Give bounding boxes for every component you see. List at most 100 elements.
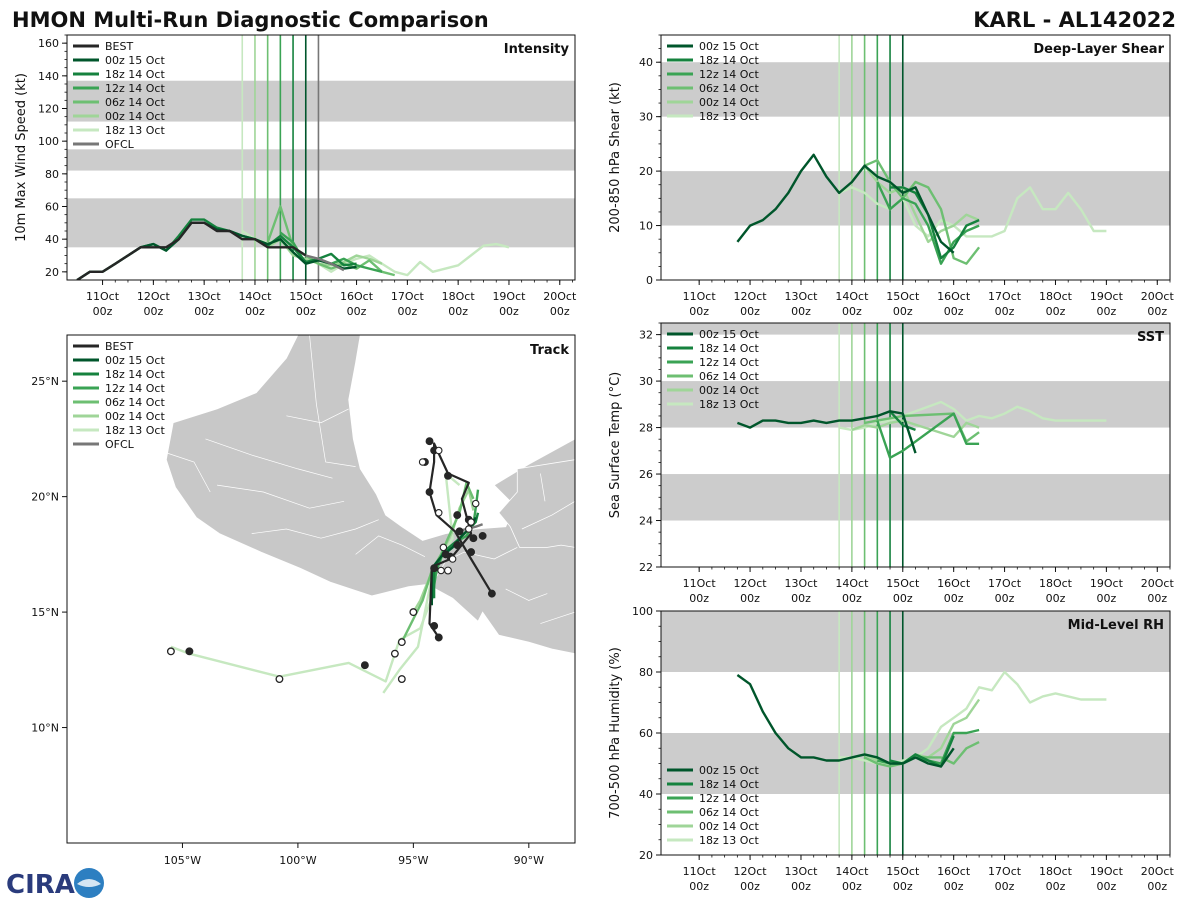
y-tick-label: 22 — [639, 561, 653, 574]
x-tick-label: 00z — [499, 305, 519, 318]
shear-panel: 0 10 20 30 40 11Oct 00z 12Oct 00z 13Oct 00z 14Oct 00… — [608, 34, 1175, 318]
x-tick-label: 15Oct — [886, 577, 920, 590]
x-tick-label: 13Oct — [784, 290, 818, 303]
legend-label-06z-14-oct: 06z 14 Oct — [105, 96, 165, 109]
x-tick-label: 16Oct — [937, 290, 971, 303]
y-tick-label: 140 — [38, 70, 59, 83]
track-point-best — [487, 589, 496, 598]
state-border — [540, 473, 546, 502]
y-tick-label: 60 — [45, 201, 59, 214]
y-tick-label: 40 — [639, 56, 653, 69]
track-point-best — [430, 564, 439, 573]
y-tick-label: 0 — [646, 274, 653, 287]
track-open-point-best — [439, 543, 448, 552]
y-tick-label: 20 — [639, 165, 653, 178]
x-tick-label: 12Oct — [734, 865, 768, 878]
x-tick-label: 14Oct — [835, 865, 869, 878]
x-tick-label: 15Oct — [886, 290, 920, 303]
x-tick-label: 18Oct — [442, 290, 476, 303]
series-18z-14-oct — [889, 410, 916, 432]
x-tick-label: 11Oct — [86, 290, 120, 303]
y-tick-label: 20 — [45, 266, 59, 279]
x-tick-label: 18Oct — [1039, 577, 1073, 590]
legend-label-00z-14-oct: 00z 14 Oct — [699, 96, 759, 109]
x-tick-label: 00z — [1096, 880, 1116, 893]
state-border — [182, 335, 218, 410]
track-point-best — [469, 534, 478, 543]
lat-tick-label: 25°N — [31, 375, 59, 388]
series-06z-14-oct — [864, 158, 981, 265]
x-tick-label: 00z — [1147, 305, 1167, 318]
panel-title: Deep-Layer Shear — [1033, 42, 1164, 57]
series-00z-14-oct — [850, 164, 980, 244]
track-open-point-best — [391, 649, 399, 658]
legend-label-12z-14-oct: 12z 14 Oct — [699, 356, 759, 369]
series-00z-14-oct — [851, 419, 980, 439]
x-tick-label: 00z — [689, 880, 709, 893]
y-tick-label: 40 — [45, 233, 59, 246]
y-axis-label: 200-850 hPa Shear (kt) — [608, 82, 623, 233]
track-point-best — [467, 548, 476, 557]
legend-label-18z-14-oct: 18z 14 Oct — [105, 68, 165, 81]
sst-series-group — [736, 400, 1107, 459]
x-tick-label: 00z — [893, 880, 913, 893]
legend-label-06z-14-oct: 06z 14 Oct — [699, 806, 759, 819]
x-tick-label: 00z — [740, 592, 760, 605]
legend-label-18z-14-oct: 18z 14 Oct — [699, 54, 759, 67]
track-point-best — [453, 511, 462, 520]
series-12z-14-oct — [876, 412, 980, 459]
track-open-point-best — [437, 566, 445, 575]
y-tick-label: 32 — [639, 329, 653, 342]
x-tick-label: 00z — [448, 305, 468, 318]
x-tick-label: 00z — [791, 592, 811, 605]
x-tick-label: 00z — [995, 880, 1015, 893]
x-tick-label: 19Oct — [1090, 865, 1124, 878]
legend-label-00z-15-oct: 00z 15 Oct — [105, 354, 165, 367]
x-tick-label: 00z — [791, 880, 811, 893]
x-tick-label: 00z — [842, 592, 862, 605]
series-00z-15-oct — [736, 674, 955, 768]
y-tick-label: 120 — [38, 103, 59, 116]
legend-label-18z-13-oct: 18z 13 Oct — [699, 398, 759, 411]
state-border — [540, 611, 575, 624]
x-tick-label: 19Oct — [1090, 290, 1124, 303]
legend-label-06z-14-oct: 06z 14 Oct — [699, 370, 759, 383]
series-18z-13-oct — [241, 229, 510, 277]
x-tick-label: 00z — [995, 592, 1015, 605]
x-tick-label: 17Oct — [988, 865, 1022, 878]
legend-label-00z-14-oct: 00z 14 Oct — [699, 820, 759, 833]
legend-label-06z-14-oct: 06z 14 Oct — [699, 82, 759, 95]
y-tick-label: 30 — [639, 111, 653, 124]
x-tick-label: 16Oct — [937, 577, 971, 590]
state-border — [217, 484, 345, 509]
series-18z-13-oct — [838, 186, 1107, 238]
x-tick-label: 20Oct — [1141, 577, 1175, 590]
y-tick-label: 80 — [45, 168, 59, 181]
x-tick-label: 11Oct — [683, 577, 717, 590]
rh-panel: 20 40 60 80 100 11Oct 00z 12Oct 00z 13Oct 00z 14Oct… — [608, 605, 1174, 893]
legend-label-00z-15-oct: 00z 15 Oct — [699, 764, 759, 777]
lon-tick-label: 90°W — [514, 854, 544, 867]
x-tick-label: 00z — [842, 880, 862, 893]
legend-label-00z-14-oct: 00z 14 Oct — [699, 384, 759, 397]
x-tick-label: 13Oct — [188, 290, 222, 303]
state-border — [286, 408, 349, 424]
x-tick-label: 00z — [1046, 880, 1066, 893]
state-border — [205, 438, 333, 479]
band-2 — [67, 80, 575, 122]
x-tick-label: 17Oct — [988, 290, 1022, 303]
x-tick-label: 00z — [1147, 592, 1167, 605]
x-tick-label: 00z — [1096, 305, 1116, 318]
state-border — [355, 535, 426, 558]
x-tick-label: 20Oct — [543, 290, 577, 303]
track-open-point-best — [435, 509, 443, 517]
track-point-best — [478, 531, 487, 540]
x-tick-label: 00z — [397, 305, 417, 318]
x-tick-label: 20Oct — [1141, 290, 1175, 303]
panel-title: Track — [530, 343, 569, 358]
x-tick-label: 00z — [944, 592, 964, 605]
band-1 — [661, 62, 1170, 117]
y-tick-label: 26 — [639, 468, 653, 481]
state-border — [159, 450, 211, 493]
